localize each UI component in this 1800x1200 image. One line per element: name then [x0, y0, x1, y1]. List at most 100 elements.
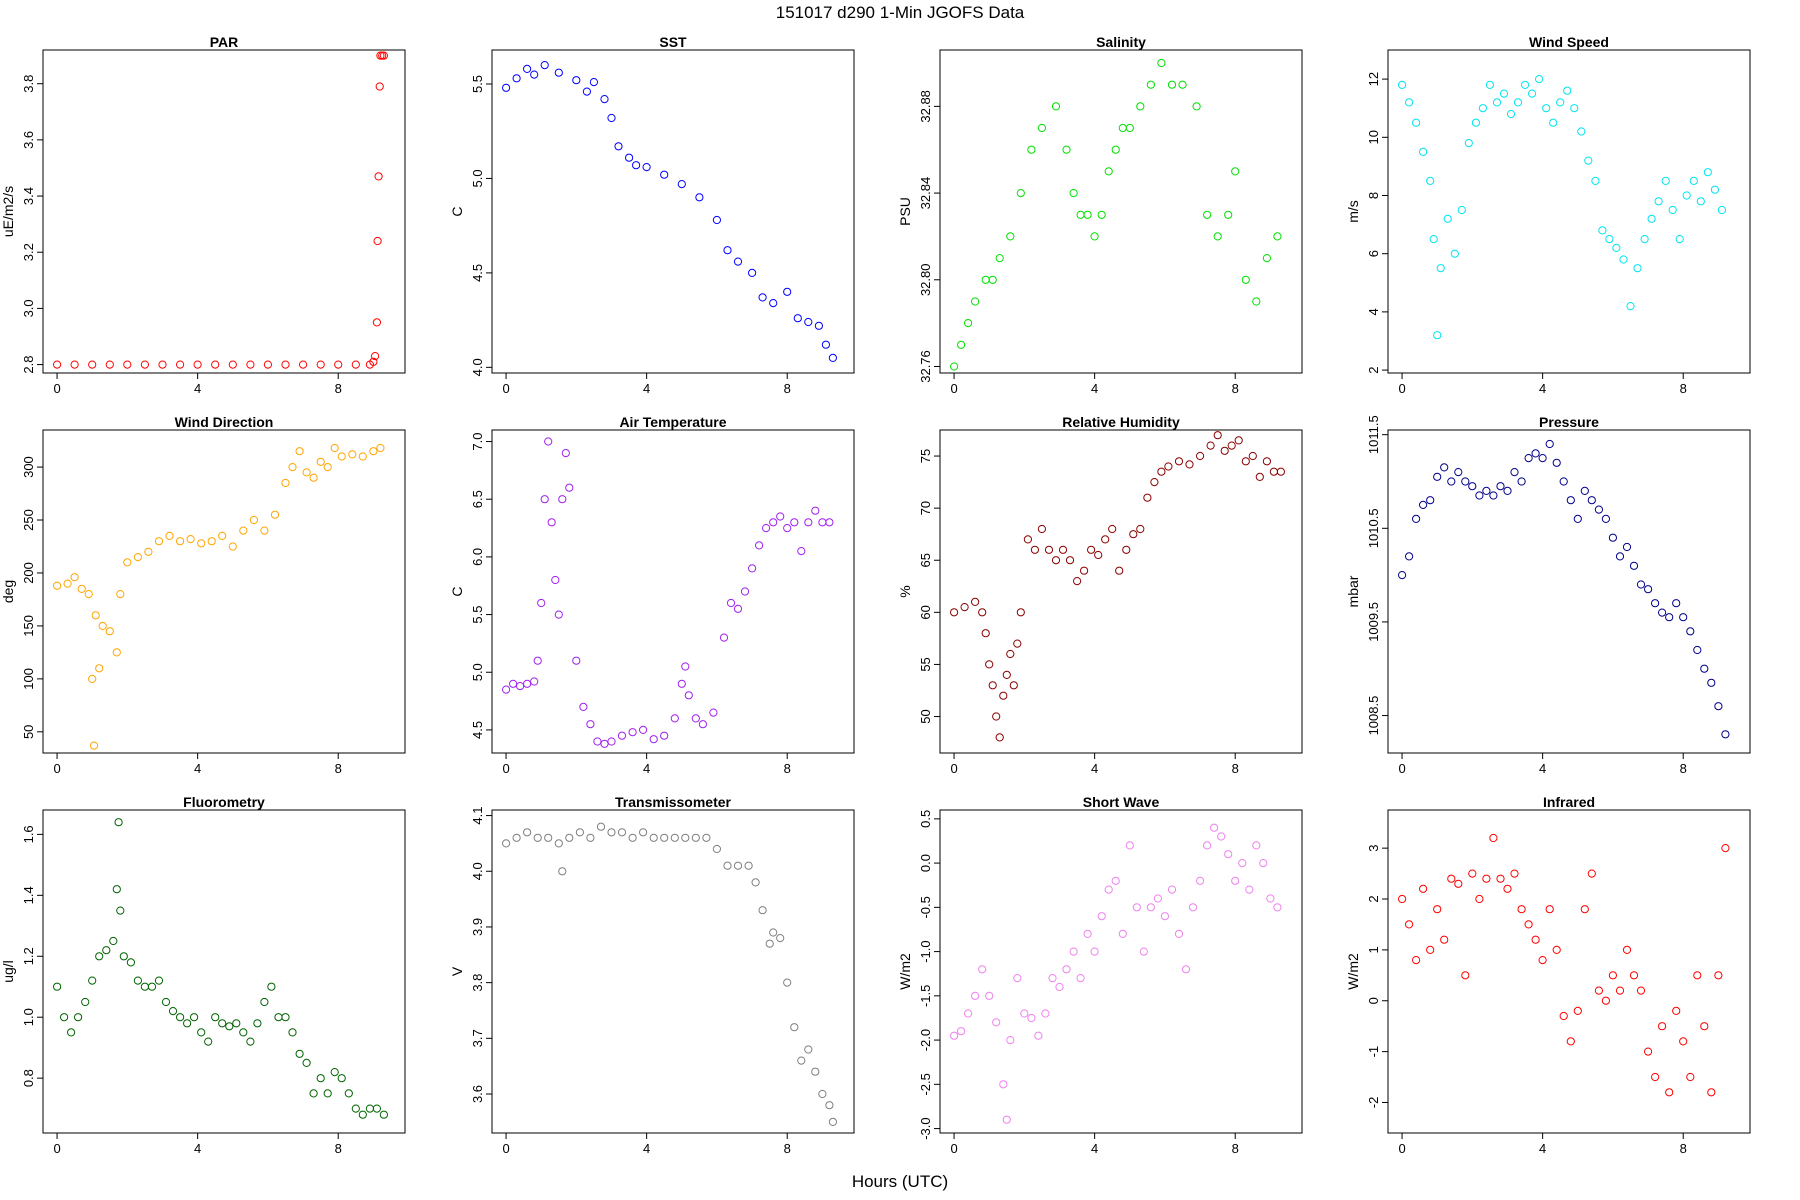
data-point	[1605, 235, 1614, 244]
data-point	[67, 1028, 76, 1037]
data-point	[1577, 127, 1586, 136]
data-point	[684, 691, 693, 700]
data-point	[302, 468, 311, 477]
data-point	[1679, 1037, 1688, 1046]
data-point	[1248, 451, 1257, 461]
data-point	[1468, 869, 1477, 878]
data-point	[378, 51, 387, 60]
data-point	[1273, 232, 1282, 241]
data-point	[1051, 556, 1061, 565]
data-point	[1055, 982, 1064, 992]
data-point	[1139, 947, 1148, 956]
y-axis-label: deg	[0, 580, 16, 603]
data-point	[197, 539, 206, 548]
plot-frame	[939, 49, 1303, 374]
data-point	[147, 982, 157, 991]
data-point	[1468, 482, 1477, 491]
data-point	[1255, 472, 1264, 481]
x-tick-label: 4	[1539, 761, 1546, 776]
data-point	[1058, 545, 1068, 554]
data-point	[677, 679, 686, 688]
x-tick-label: 4	[1091, 381, 1098, 396]
y-tick-label: 300	[21, 456, 36, 478]
data-point	[1658, 608, 1667, 617]
data-point	[1721, 730, 1730, 739]
data-point	[123, 360, 132, 369]
y-tick-label: 1.2	[21, 947, 36, 965]
plot-frame	[939, 429, 1303, 754]
data-point	[702, 833, 711, 842]
data-point	[1457, 205, 1466, 215]
plot-frame	[491, 809, 855, 1134]
data-point	[1013, 639, 1022, 648]
data-point	[102, 946, 111, 955]
data-point	[1496, 482, 1505, 491]
data-point	[1203, 841, 1212, 850]
x-tick-label: 8	[335, 761, 342, 776]
data-point	[1496, 874, 1505, 883]
x-tick-label: 0	[53, 761, 60, 776]
data-point	[971, 297, 980, 306]
data-point	[1118, 123, 1127, 133]
data-point	[547, 518, 556, 527]
data-point	[1090, 232, 1099, 241]
x-tick-label: 0	[950, 1141, 957, 1156]
data-point	[158, 360, 167, 369]
data-point	[1461, 477, 1470, 486]
data-point	[575, 828, 585, 837]
data-point	[1224, 210, 1233, 219]
data-point	[281, 1013, 290, 1022]
data-point	[168, 1007, 178, 1016]
data-point	[1454, 879, 1463, 888]
panel-grid: PAR uE/m2/s 0 4 8 2.8 3.0 3.2 3.4 3.6 3.8 SST C 0 4 8 4.…	[0, 34, 1751, 1156]
data-point	[81, 997, 90, 1007]
plot-frame	[42, 429, 406, 754]
y-tick-label: 5.0	[470, 663, 485, 681]
data-point	[790, 518, 799, 527]
data-point	[95, 952, 104, 961]
y-tick-label: 60	[918, 605, 933, 619]
data-point	[988, 275, 997, 284]
data-point	[825, 1101, 834, 1110]
data-point	[330, 1068, 339, 1077]
y-tick-label: 65	[918, 553, 933, 567]
data-point	[649, 833, 658, 842]
data-point	[1714, 702, 1723, 711]
data-point	[1174, 929, 1184, 939]
data-point	[1436, 264, 1445, 273]
x-tick-label: 4	[643, 381, 650, 396]
data-point	[533, 833, 542, 842]
data-point	[1689, 176, 1698, 185]
y-tick-label: 55	[918, 657, 933, 671]
data-point	[1227, 441, 1236, 450]
data-point	[572, 76, 581, 85]
data-point	[1615, 986, 1625, 995]
data-point	[512, 833, 521, 842]
data-point	[988, 681, 997, 690]
data-point	[1062, 145, 1071, 154]
data-point	[1192, 102, 1201, 111]
y-tick-label: -1	[1366, 1046, 1381, 1058]
data-point	[295, 1049, 304, 1058]
data-point	[1535, 75, 1544, 84]
series-fluorometry	[53, 818, 388, 1119]
data-point	[769, 518, 778, 527]
series-wind-direction	[53, 443, 385, 750]
x-tick-label: 0	[502, 1141, 509, 1156]
data-point	[733, 604, 743, 613]
data-point	[632, 161, 641, 170]
data-point	[726, 598, 736, 608]
data-point	[719, 633, 729, 642]
data-point	[1044, 545, 1054, 554]
data-point	[828, 1117, 838, 1127]
data-point	[1234, 436, 1243, 445]
data-point	[523, 828, 532, 837]
y-tick-label: -0.5	[918, 896, 933, 918]
x-tick-label: 0	[53, 381, 60, 396]
panel-sst: SST C 0 4 8 4.0 4.5 5.0 5.5	[449, 34, 855, 396]
data-point	[1073, 577, 1082, 586]
data-point	[1580, 486, 1589, 495]
data-point	[981, 629, 990, 638]
data-point	[818, 518, 827, 527]
data-point	[176, 360, 185, 369]
